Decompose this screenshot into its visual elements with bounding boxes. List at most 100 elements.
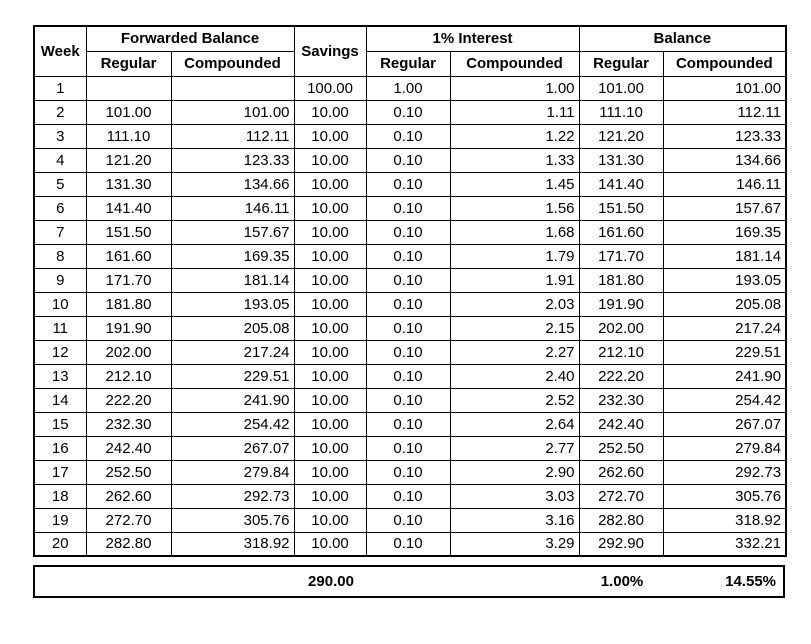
table-cell: 267.07 — [662, 411, 787, 437]
table-cell: 151.50 — [85, 219, 172, 245]
table-cell: 100.00 — [293, 75, 367, 101]
table-cell: 212.10 — [578, 339, 664, 365]
table-cell: 1.79 — [449, 243, 580, 269]
table-cell: 157.67 — [170, 219, 295, 245]
table-row: 12 202.00 217.24 10.00 0.10 2.27 212.10 229.51 — [33, 339, 787, 365]
table-cell: 0.10 — [365, 339, 451, 365]
table-cell: 0.10 — [365, 435, 451, 461]
table-cell: 222.20 — [578, 363, 664, 389]
table-cell: 0.10 — [365, 459, 451, 485]
table-header: Week Forwarded Balance Savings 1% Intere… — [33, 25, 787, 77]
table-cell: 3.03 — [449, 483, 580, 509]
table-row: 9 171.70 181.14 10.00 0.10 1.91 181.80 193.05 — [33, 267, 787, 293]
table-cell: 241.90 — [170, 387, 295, 413]
table-cell: 10.00 — [293, 387, 367, 413]
table-cell: 191.90 — [85, 315, 172, 341]
table-cell: 141.40 — [85, 195, 172, 221]
table-cell: 181.80 — [578, 267, 664, 293]
table-cell: 161.60 — [578, 219, 664, 245]
table-cell: 151.50 — [578, 195, 664, 221]
table-cell: 146.11 — [662, 171, 787, 197]
table-cell: 131.30 — [85, 171, 172, 197]
table-cell: 131.30 — [578, 147, 664, 173]
table-cell: 146.11 — [170, 195, 295, 221]
interest-table: Week Forwarded Balance Savings 1% Intere… — [33, 25, 788, 557]
table-cell: 10.00 — [293, 435, 367, 461]
table-cell: 292.73 — [662, 459, 787, 485]
table-cell: 10 — [33, 291, 87, 317]
table-cell — [85, 75, 172, 101]
table-cell: 111.10 — [85, 123, 172, 149]
table-cell: 181.14 — [170, 267, 295, 293]
table-cell: 0.10 — [365, 171, 451, 197]
table-cell: 262.60 — [85, 483, 172, 509]
table-cell: 10.00 — [293, 195, 367, 221]
table-row: 5 131.30 134.66 10.00 0.10 1.45 141.40 146.11 — [33, 171, 787, 197]
table-cell: 0.10 — [365, 507, 451, 533]
table-cell: 101.00 — [662, 75, 787, 101]
table-cell: 3 — [33, 123, 87, 149]
table-cell: 10.00 — [293, 363, 367, 389]
table-cell: 10.00 — [293, 531, 367, 557]
header-row-subcolumns: Regular Compounded Regular Compounded Re… — [34, 50, 787, 77]
table-cell: 111.10 — [578, 99, 664, 125]
table-cell: 10.00 — [293, 123, 367, 149]
table-cell: 101.00 — [85, 99, 172, 125]
table-cell: 1.91 — [449, 267, 580, 293]
table-cell: 252.50 — [85, 459, 172, 485]
table-cell: 14 — [33, 387, 87, 413]
table-cell: 0.10 — [365, 411, 451, 437]
table-cell: 171.70 — [578, 243, 664, 269]
table-cell: 169.35 — [170, 243, 295, 269]
total-regular-rate: 1.00% — [600, 573, 644, 590]
table-cell: 282.80 — [85, 531, 172, 557]
table-cell: 212.10 — [85, 363, 172, 389]
table-row: 3 111.10 112.11 10.00 0.10 1.22 121.20 123.33 — [33, 123, 787, 149]
table-cell: 193.05 — [170, 291, 295, 317]
col-header-balance-regular: Regular — [578, 50, 664, 77]
table-row: 15 232.30 254.42 10.00 0.10 2.64 242.40 267.07 — [33, 411, 787, 437]
table-cell: 112.11 — [662, 99, 787, 125]
table-cell: 267.07 — [170, 435, 295, 461]
table-row: 18 262.60 292.73 10.00 0.10 3.03 272.70 305.76 — [33, 483, 787, 509]
table-row: 11 191.90 205.08 10.00 0.10 2.15 202.00 217.24 — [33, 315, 787, 341]
table-cell: 101.00 — [170, 99, 295, 125]
table-cell: 10.00 — [293, 315, 367, 341]
table-cell: 10.00 — [293, 267, 367, 293]
table-cell: 305.76 — [662, 483, 787, 509]
table-cell: 202.00 — [85, 339, 172, 365]
table-cell: 292.90 — [578, 531, 664, 557]
col-header-savings: Savings — [293, 25, 367, 77]
table-cell: 242.40 — [578, 411, 664, 437]
table-cell: 0.10 — [365, 267, 451, 293]
table-cell: 217.24 — [170, 339, 295, 365]
table-cell: 171.70 — [85, 267, 172, 293]
header-row-groups: Week Forwarded Balance Savings 1% Intere… — [33, 25, 787, 77]
table-cell: 7 — [33, 219, 87, 245]
table-cell: 20 — [33, 531, 87, 557]
table-cell: 1.00 — [365, 75, 451, 101]
table-cell: 202.00 — [578, 315, 664, 341]
table-row: 2 101.00 101.00 10.00 0.10 1.11 111.10 112.11 — [33, 99, 787, 125]
table-row: 4 121.20 123.33 10.00 0.10 1.33 131.30 134.66 — [33, 147, 787, 173]
table-cell: 0.10 — [365, 147, 451, 173]
table-cell: 10.00 — [293, 483, 367, 509]
table-row: 19 272.70 305.76 10.00 0.10 3.16 282.80 318.92 — [33, 507, 787, 533]
table-cell: 123.33 — [662, 123, 787, 149]
table-cell: 112.11 — [170, 123, 295, 149]
table-cell: 0.10 — [365, 531, 451, 557]
interest-worksheet: Week Forwarded Balance Savings 1% Intere… — [33, 25, 788, 598]
table-cell: 121.20 — [578, 123, 664, 149]
table-cell: 241.90 — [662, 363, 787, 389]
table-row: 10 181.80 193.05 10.00 0.10 2.03 191.90 205.08 — [33, 291, 787, 317]
table-cell: 123.33 — [170, 147, 295, 173]
col-header-fb-regular: Regular — [85, 50, 172, 77]
table-row: 8 161.60 169.35 10.00 0.10 1.79 171.70 181.14 — [33, 243, 787, 269]
table-cell: 2.03 — [449, 291, 580, 317]
table-cell: 141.40 — [578, 171, 664, 197]
table-cell: 1.00 — [449, 75, 580, 101]
table-cell — [170, 75, 295, 101]
table-cell: 282.80 — [578, 507, 664, 533]
table-cell: 1.22 — [449, 123, 580, 149]
table-cell: 161.60 — [85, 243, 172, 269]
